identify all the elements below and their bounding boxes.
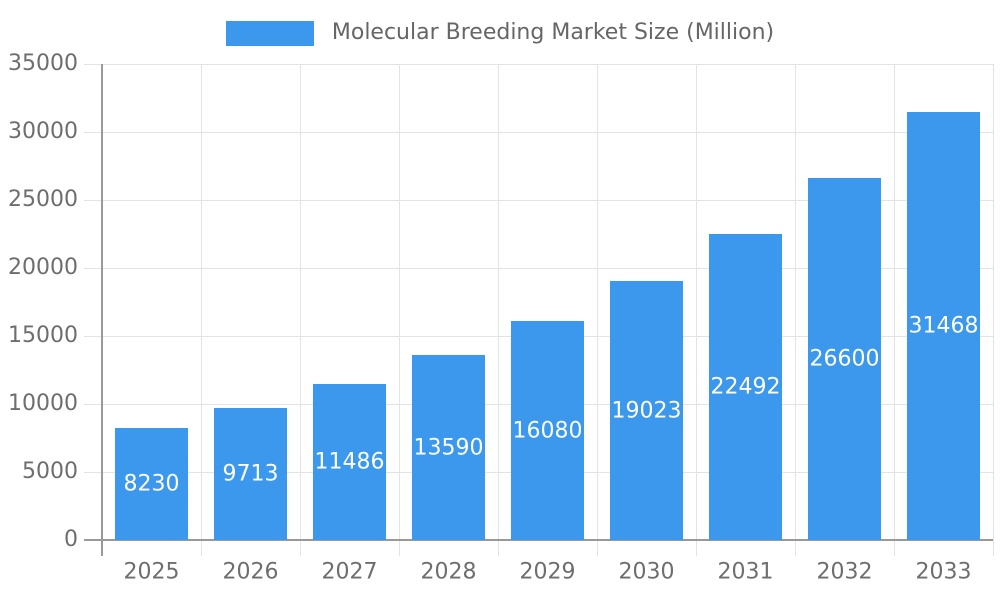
v-gridline: [695, 64, 697, 540]
x-tick: [893, 540, 895, 556]
v-gridline: [497, 64, 499, 540]
x-tick: [299, 540, 301, 556]
v-gridline: [299, 64, 301, 540]
y-tick-label: 5000: [22, 459, 78, 484]
y-tick: [84, 267, 102, 269]
v-gridline: [200, 64, 202, 540]
v-gridline: [893, 64, 895, 540]
bar-value-label: 11486: [314, 449, 385, 475]
x-tick-label: 2030: [618, 559, 675, 585]
bar-value-label: 8230: [123, 471, 180, 497]
h-gridline: [102, 63, 993, 65]
bar-value-label: 9713: [222, 461, 279, 487]
bar: [412, 355, 485, 540]
bar: [709, 234, 782, 540]
bar-value-label: 19023: [611, 398, 682, 424]
bar-value-label: 16080: [512, 418, 583, 444]
h-gridline: [102, 131, 993, 133]
bar: [907, 112, 980, 540]
y-tick: [84, 471, 102, 473]
bar-value-label: 26600: [809, 346, 880, 372]
h-gridline: [102, 199, 993, 201]
x-tick-label: 2027: [321, 559, 378, 585]
y-tick-label: 20000: [8, 255, 78, 280]
legend-label: Molecular Breeding Market Size (Million): [331, 20, 775, 45]
x-tick-label: 2029: [519, 559, 576, 585]
y-axis-line: [101, 64, 103, 556]
legend: Molecular Breeding Market Size (Million): [0, 20, 1000, 46]
x-tick: [200, 540, 202, 556]
x-tick-label: 2025: [123, 559, 180, 585]
v-gridline: [992, 64, 994, 540]
x-tick: [695, 540, 697, 556]
bar: [511, 321, 584, 540]
x-tick: [794, 540, 796, 556]
y-tick-label: 10000: [8, 391, 78, 416]
v-gridline: [794, 64, 796, 540]
x-tick: [596, 540, 598, 556]
x-tick-label: 2031: [717, 559, 774, 585]
x-tick-label: 2028: [420, 559, 477, 585]
legend-item[interactable]: Molecular Breeding Market Size (Million): [225, 20, 775, 46]
bar-value-label: 22492: [710, 374, 781, 400]
bar: [115, 428, 188, 540]
y-tick: [84, 335, 102, 337]
x-tick: [497, 540, 499, 556]
y-tick-label: 30000: [8, 119, 78, 144]
y-tick-label: 15000: [8, 323, 78, 348]
v-gridline: [398, 64, 400, 540]
x-tick: [398, 540, 400, 556]
bar: [808, 178, 881, 540]
x-axis-line: [84, 539, 993, 541]
y-tick: [84, 63, 102, 65]
bar-value-label: 13590: [413, 435, 484, 461]
x-tick: [992, 540, 994, 556]
y-tick: [84, 131, 102, 133]
legend-swatch-icon: [225, 20, 314, 46]
bar-value-label: 31468: [908, 313, 979, 339]
h-gridline: [102, 267, 993, 269]
y-tick-label: 0: [64, 527, 78, 552]
y-tick-label: 25000: [8, 187, 78, 212]
y-tick-label: 35000: [8, 51, 78, 76]
bar: [214, 407, 287, 540]
bar: [313, 383, 386, 540]
x-tick-label: 2026: [222, 559, 279, 585]
y-tick: [84, 199, 102, 201]
y-tick: [84, 403, 102, 405]
x-tick-label: 2032: [816, 559, 873, 585]
x-tick-label: 2033: [915, 559, 972, 585]
bar: [610, 281, 683, 540]
v-gridline: [596, 64, 598, 540]
